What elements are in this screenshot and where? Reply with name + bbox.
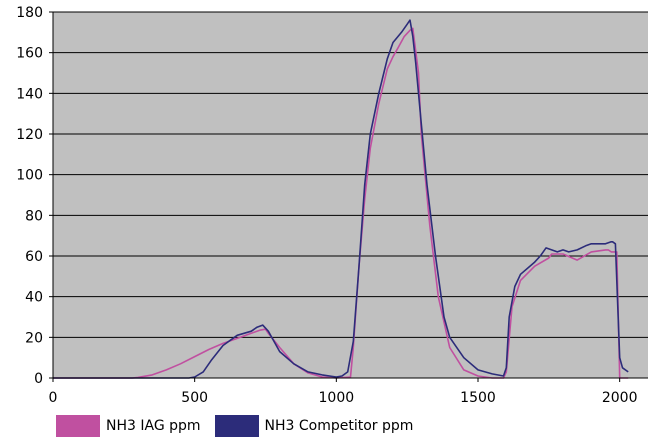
legend-label-competitor: NH3 Competitor ppm [264,418,414,434]
legend-item-competitor: NH3 Competitor ppm [214,415,414,437]
y-tick-label: 140 [16,86,43,102]
x-tick-label: 1000 [319,390,355,406]
series-line-1 [53,19,629,379]
y-tick-label: 100 [16,168,43,184]
series-lines [53,19,629,379]
gridlines [53,11,648,338]
x-tick-labels: 0 500 1000 1500 2000 [49,378,638,406]
y-tick-label: 20 [25,330,43,346]
y-tick-label: 80 [25,208,43,224]
y-tick-label: 160 [16,46,43,62]
y-tick-label: 60 [25,249,43,265]
legend-swatch-competitor [214,415,259,437]
x-tick-label: 2000 [602,390,638,406]
x-tick-label: 1500 [460,390,496,406]
y-tick-label: 40 [25,290,43,306]
legend-swatch-iag [56,415,100,437]
x-tick-label: 500 [181,390,208,406]
legend-item-iag: NH3 IAG ppm [56,415,201,437]
legend-label-iag: NH3 IAG ppm [106,418,201,434]
y-tick-label: 0 [34,371,43,387]
legend: NH3 IAG ppm NH3 Competitor ppm [56,414,427,438]
y-tick-labels: 0 20 40 60 80 100 120 140 160 180 [16,5,53,387]
plot-area [53,12,648,378]
x-tick-label: 0 [49,390,58,406]
y-tick-label: 120 [16,127,43,143]
y-tick-label: 180 [16,5,43,21]
series-line-0 [53,27,629,379]
